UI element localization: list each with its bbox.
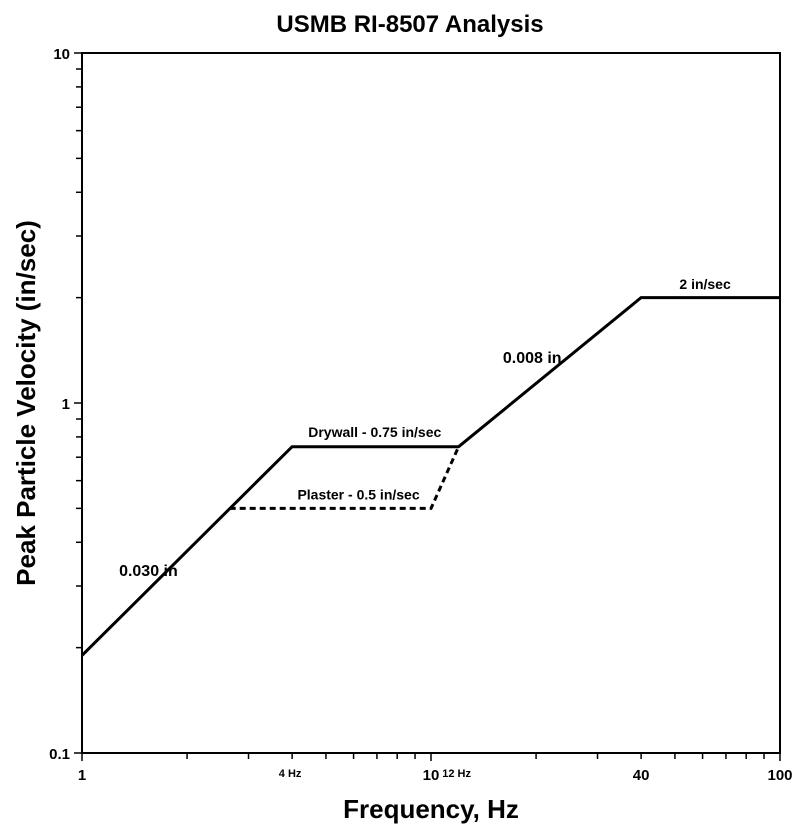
annotation-label: Plaster - 0.5 in/sec xyxy=(297,487,419,503)
x-tick-label: 40 xyxy=(633,767,650,784)
annotation-label: 0.030 in xyxy=(119,563,178,580)
annotation-label: 2 in/sec xyxy=(679,276,731,292)
y-axis-title: Peak Particle Velocity (in/sec) xyxy=(11,220,41,586)
y-tick-label: 1 xyxy=(62,396,70,413)
plot-frame xyxy=(81,52,781,754)
y-tick-label: 0.1 xyxy=(49,746,70,763)
x-tick-label: 4 Hz xyxy=(279,768,302,780)
series-layer xyxy=(80,296,780,657)
x-tick-label: 10 xyxy=(423,767,440,784)
tick-marks xyxy=(74,52,781,761)
chart-title: USMB RI-8507 Analysis xyxy=(276,11,543,38)
annotation-layer: 0.030 in Drywall - 0.75 in/sec Plaster - 0… xyxy=(119,276,731,580)
x-tick-label: 1 xyxy=(78,767,86,784)
x-tick-label: 12 Hz xyxy=(442,768,471,780)
annotation-label: Drywall - 0.75 in/sec xyxy=(308,424,441,440)
x-axis-title: Frequency, Hz xyxy=(343,794,519,824)
x-tick-label: 100 xyxy=(767,767,792,784)
series-line-dashed xyxy=(229,446,460,510)
y-tick-label: 10 xyxy=(53,46,70,63)
annotation-label: 0.008 in xyxy=(503,350,562,367)
series-line-solid xyxy=(80,296,780,657)
